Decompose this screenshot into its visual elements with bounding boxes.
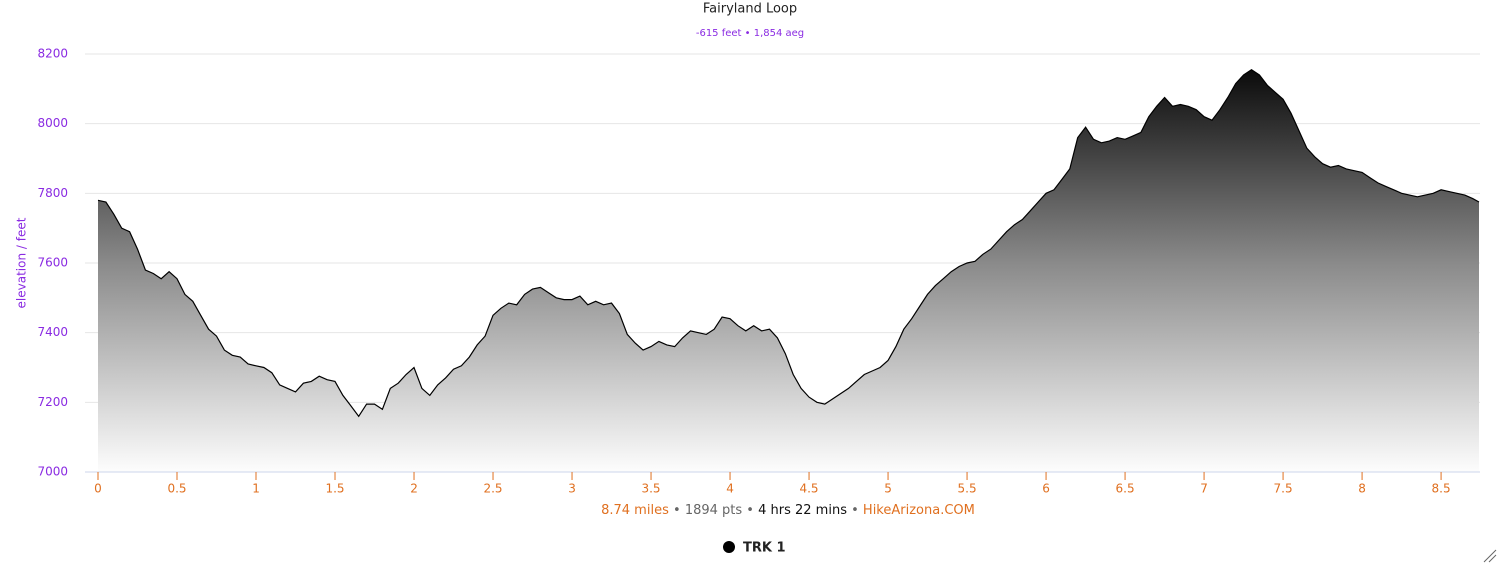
x-tick-label: 6	[1042, 482, 1050, 496]
x-tick-label: 3.5	[641, 482, 660, 496]
x-tick-label: 1.5	[325, 482, 344, 496]
legend-symbol	[723, 541, 735, 553]
x-tick-label: 4	[726, 482, 734, 496]
y-tick-label: 7600	[37, 256, 68, 270]
x-tick-label: 1	[252, 482, 260, 496]
x-tick-label: 7.5	[1274, 482, 1293, 496]
footer-separator: •	[673, 503, 681, 518]
y-tick-label: 7400	[37, 325, 68, 339]
y-tick-label: 7200	[37, 395, 68, 409]
resize-handle	[1483, 549, 1497, 563]
y-tick-label: 8000	[37, 116, 68, 130]
footer-separator: •	[851, 503, 859, 518]
legend-label: TRK 1	[743, 541, 786, 556]
x-tick-label: 0	[94, 482, 102, 496]
x-tick-label: 6.5	[1116, 482, 1135, 496]
footer-points: 1894 pts	[685, 503, 743, 518]
x-tick-label: 8	[1358, 482, 1366, 496]
footer-duration: 4 hrs 22 mins	[758, 503, 847, 518]
chart-subtitle: -615 feet • 1,854 aeg	[696, 28, 804, 39]
footer-distance: 8.74 miles	[601, 503, 669, 518]
chart-title: Fairyland Loop	[703, 2, 797, 17]
y-axis-label: elevation / feet	[15, 217, 29, 308]
footer: 8.74 miles • 1894 pts • 4 hrs 22 mins • …	[601, 503, 975, 518]
x-tick-label: 2	[410, 482, 418, 496]
y-tick-label: 7000	[37, 465, 68, 479]
x-tick-label: 5.5	[958, 482, 977, 496]
x-tick-label: 7	[1200, 482, 1208, 496]
x-tick-label: 2.5	[483, 482, 502, 496]
elevation-area	[98, 69, 1479, 472]
footer-separator: •	[746, 503, 754, 518]
x-tick-label: 4.5	[799, 482, 818, 496]
elevation-line	[97, 68, 1480, 418]
y-tick-label: 8200	[37, 47, 68, 61]
x-tick-label: 8.5	[1432, 482, 1451, 496]
x-tick-label: 3	[568, 482, 576, 496]
footer-site: HikeArizona.COM	[863, 503, 975, 518]
x-tick-label: 0.5	[167, 482, 186, 496]
x-tick-label: 5	[884, 482, 892, 496]
y-tick-label: 7800	[37, 186, 68, 200]
